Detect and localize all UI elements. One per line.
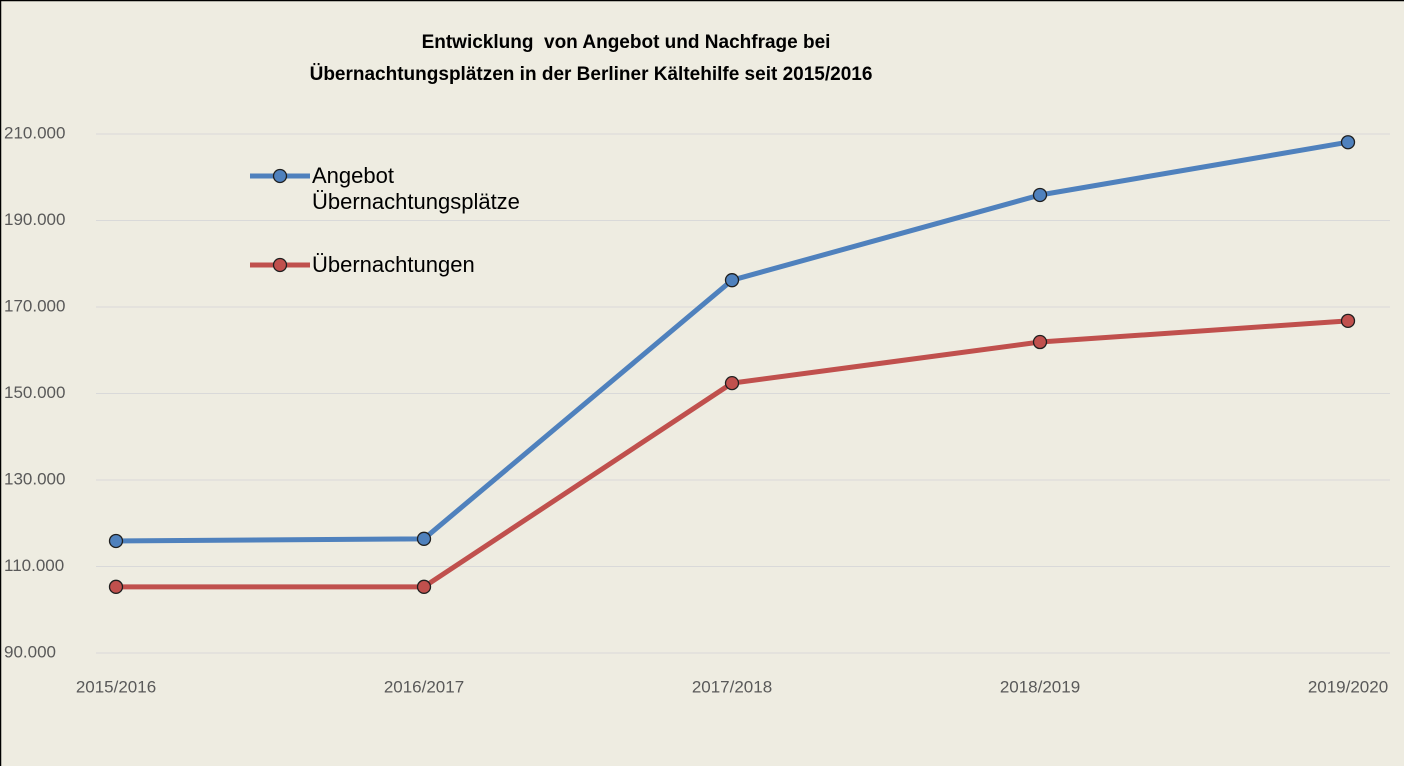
x-tick-label: 2017/2018 [692,677,772,696]
data-point [1032,334,1048,350]
x-tick-label: 2019/2020 [1308,677,1388,696]
y-tick-label: 130.000 [4,469,65,488]
x-tick-label: 2016/2017 [384,677,464,696]
legend-label: Übernachtungen [312,252,475,277]
legend-marker [272,257,288,273]
data-point [724,273,740,288]
y-tick-label: 210.000 [4,123,65,142]
chart-title: Übernachtungsplätzen in der Berliner Käl… [310,64,873,85]
data-point [416,579,432,594]
y-tick-label: 190.000 [4,210,65,229]
y-tick-label: 90.000 [4,642,56,661]
y-tick-label: 150.000 [4,383,65,402]
data-point [1032,187,1048,203]
data-point [108,533,124,549]
data-point [724,375,740,391]
data-point [1340,313,1356,328]
data-point [416,531,432,546]
chart-title: Entwicklung von Angebot und Nachfrage be… [422,32,831,53]
y-tick-label: 170.000 [4,296,65,315]
legend-label: Angebot Übernachtungsplätze [312,163,520,214]
data-point [108,579,124,594]
legend-marker [272,168,288,184]
x-tick-label: 2015/2016 [76,677,156,696]
y-tick-label: 110.000 [4,556,64,575]
data-point [1340,135,1356,150]
x-tick-label: 2018/2019 [1000,677,1080,696]
